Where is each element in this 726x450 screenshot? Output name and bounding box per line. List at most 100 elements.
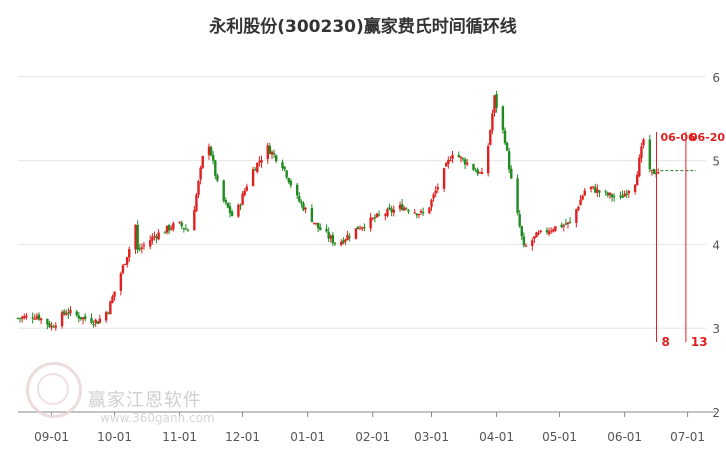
candle-body (564, 223, 568, 225)
candle-body (361, 227, 364, 229)
candle-body (304, 207, 307, 210)
candle-body (77, 315, 81, 319)
candle-body (134, 224, 137, 250)
candle-body (20, 316, 24, 319)
candle-body (186, 230, 190, 232)
candle-body (358, 228, 362, 230)
candle-body (37, 314, 41, 320)
x-tick-label: 10-01 (97, 430, 132, 444)
candle-body (552, 229, 555, 232)
candle-body (445, 163, 448, 167)
fib-date-label: 06-06 (661, 131, 697, 144)
candle-body (216, 175, 219, 181)
y-tick-label: 5 (712, 155, 720, 169)
candle-body (75, 311, 78, 316)
candle-body (142, 245, 146, 247)
candle-body (625, 193, 628, 195)
candle-body (125, 257, 129, 265)
candle-body (560, 224, 563, 228)
candle-body (594, 187, 597, 193)
candle-body (199, 167, 202, 180)
candle-body (31, 317, 34, 319)
candle-body (636, 174, 639, 186)
candle-body (230, 211, 234, 217)
candle-body (415, 213, 419, 216)
candle-body (157, 232, 160, 240)
y-tick-label: 6 (712, 71, 720, 85)
candle-body (287, 178, 290, 183)
grid-lines (18, 76, 706, 413)
y-tick-label: 3 (712, 322, 720, 336)
candle-body (81, 317, 85, 320)
candle-body (493, 95, 496, 113)
candle-body (568, 221, 572, 223)
candle-body (83, 316, 87, 319)
candle-body (486, 146, 490, 174)
candle-body (251, 169, 255, 187)
candle-body (16, 317, 20, 319)
x-tick-label: 06-01 (607, 430, 642, 444)
candle-body (417, 214, 421, 216)
candle-body (480, 171, 484, 174)
candle-body (33, 318, 36, 320)
candle-body (201, 155, 204, 168)
candle-body (518, 214, 521, 227)
candle-body (430, 199, 433, 207)
candle-body (461, 158, 465, 160)
candle-body (62, 311, 66, 315)
candle-body (329, 236, 332, 239)
candle-body (54, 325, 57, 328)
candle-body (363, 226, 366, 228)
candle-body (18, 318, 22, 320)
candle-body (140, 247, 144, 249)
candle-body (421, 212, 425, 214)
candle-body (222, 180, 225, 201)
candle-body (35, 316, 39, 319)
candle-body (598, 190, 601, 193)
candle-body (606, 192, 610, 196)
candle-body (333, 242, 337, 244)
x-tick-label: 02-01 (355, 430, 390, 444)
candle-body (451, 155, 454, 159)
x-tick-label: 09-01 (34, 430, 69, 444)
candle-body (224, 200, 228, 203)
candle-body (520, 226, 523, 237)
candle-body (266, 145, 269, 160)
candle-body (60, 312, 64, 327)
candle-body (197, 181, 200, 195)
x-tick-label: 07-01 (670, 430, 705, 444)
candle-body (113, 291, 116, 297)
candle-body (516, 178, 519, 214)
candle-body (94, 319, 97, 323)
candle-body (463, 159, 467, 165)
candle-body (510, 168, 513, 179)
candle-body (356, 226, 360, 230)
candle-body (579, 199, 582, 206)
candle-body (650, 170, 654, 172)
candle-body (652, 169, 656, 175)
candle-body (214, 160, 217, 176)
candle-body (312, 222, 316, 224)
candle-body (207, 146, 211, 156)
x-tick-label: 01-01 (290, 430, 325, 444)
candle-body (547, 231, 551, 234)
candle-body (136, 224, 139, 250)
candle-body (39, 318, 43, 321)
candle-body (524, 245, 528, 247)
x-tick-label: 12-01 (225, 430, 260, 444)
candle-body (472, 164, 475, 170)
candle-body (193, 210, 196, 231)
candle-body (111, 296, 114, 303)
candle-body (619, 195, 622, 197)
candle-body (302, 203, 305, 211)
candle-body (447, 159, 450, 164)
candle-body (123, 263, 127, 265)
candle-body (184, 228, 188, 230)
candle-body (295, 184, 299, 196)
candle-body (138, 248, 141, 250)
candle-body (170, 228, 173, 230)
candle-body (272, 153, 276, 155)
candle-body (638, 157, 641, 177)
candle-body (589, 186, 593, 190)
candle-body (373, 217, 377, 219)
